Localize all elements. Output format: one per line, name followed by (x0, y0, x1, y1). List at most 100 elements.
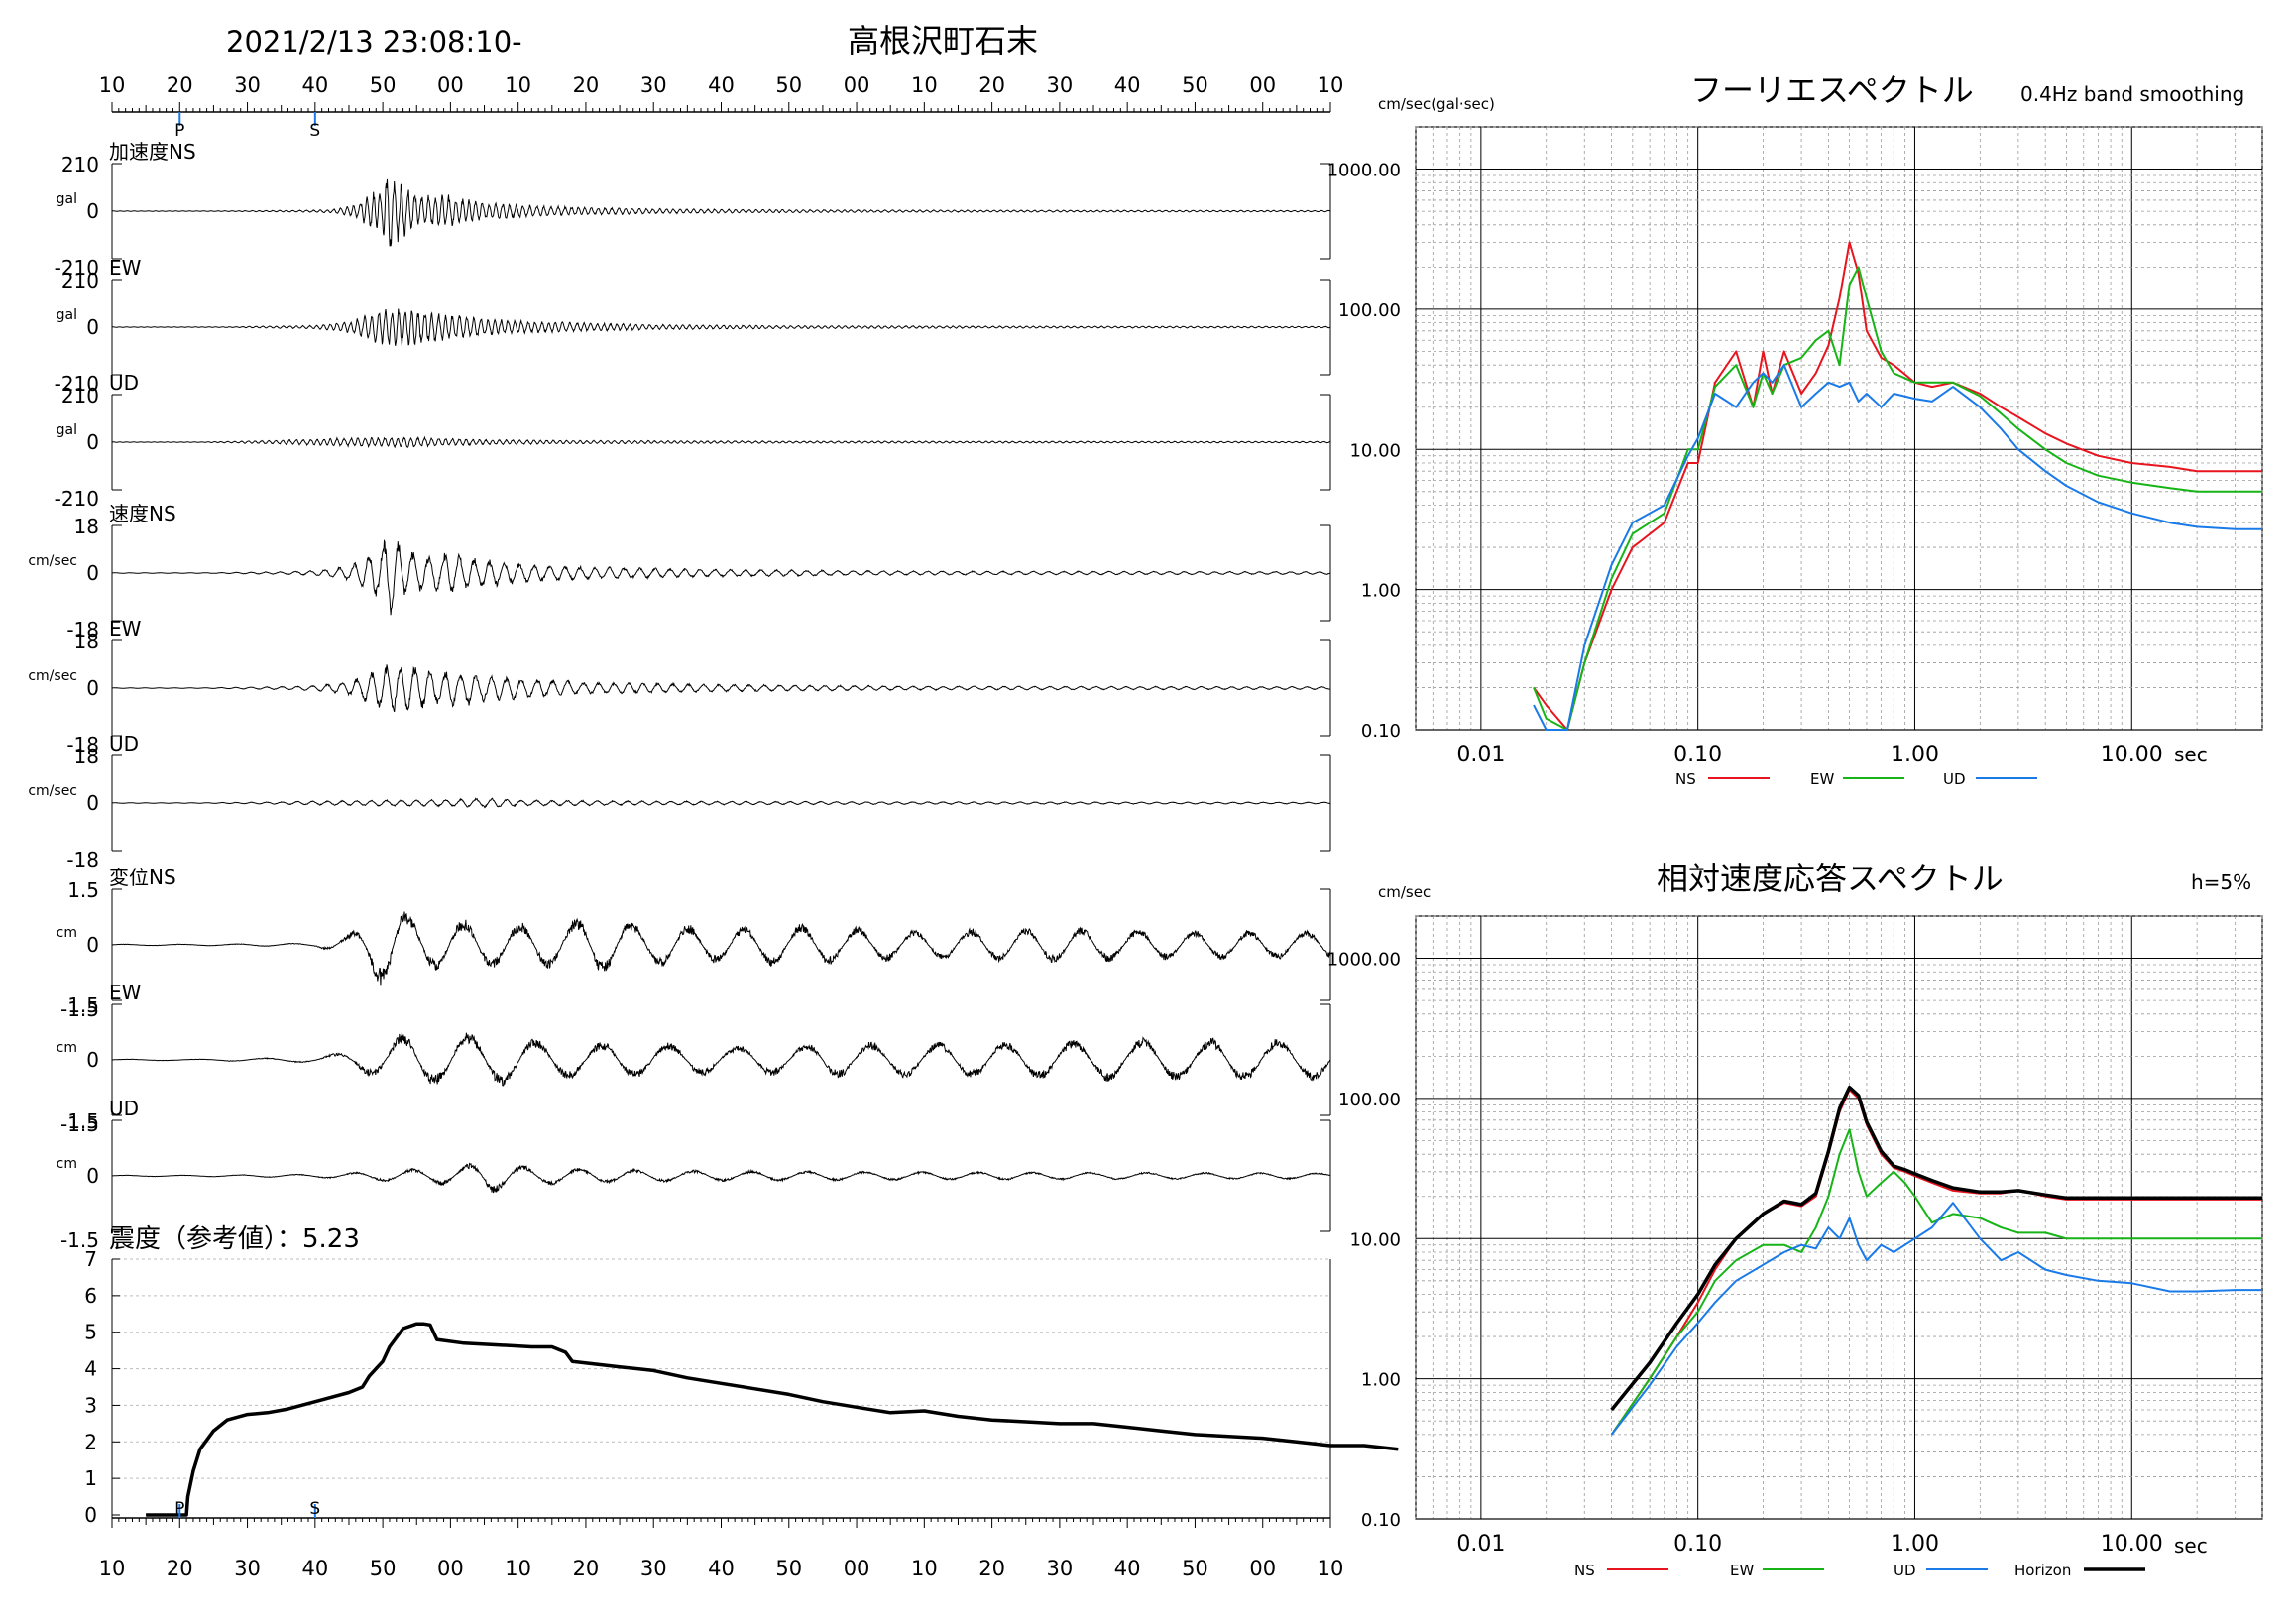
time-tick-label: 00 (844, 73, 870, 97)
waveform-label: 速度NS (109, 502, 176, 525)
time-tick-label: 50 (1182, 73, 1208, 97)
series-line-ud (1533, 364, 2262, 731)
p-marker-label: P (174, 121, 184, 141)
fourier-spectrum-panel: フーリエスペクトル 0.4Hz band smoothing cm/sec(ga… (1327, 71, 2263, 788)
time-tick-label: 30 (234, 73, 261, 97)
waveform-label: 変位NS (109, 866, 176, 889)
waveform-trace (112, 178, 1331, 247)
y-tick-label: 1000.00 (1327, 161, 1401, 181)
waveform-max-label: 210 (61, 153, 99, 176)
time-tick-label: 20 (167, 1557, 193, 1580)
time-tick-label: 50 (775, 1557, 802, 1580)
intensity-tick-label: 2 (84, 1430, 97, 1453)
y-tick-label: 1000.00 (1327, 950, 1401, 971)
intensity-title: 震度（参考値）：5.23 (109, 1224, 360, 1254)
waveform-dis-ns: 変位NS 1.5 0 -1.5 cm (57, 866, 1331, 1021)
spectrum-frame (1415, 126, 2263, 731)
intensity-tick-label: 6 (84, 1284, 97, 1308)
y-tick-label: 100.00 (1338, 1090, 1401, 1110)
legend-label: NS (1675, 770, 1696, 788)
waveform-zero-label: 0 (86, 1048, 99, 1072)
series-line-ns (1533, 241, 2262, 731)
waveform-unit-label: cm (57, 1040, 77, 1056)
waveform-zero-label: 0 (86, 199, 99, 223)
legend-label: Horizon (2014, 1562, 2071, 1579)
intensity-tick-label: 4 (84, 1357, 97, 1381)
waveform-label: 加速度NS (109, 140, 196, 164)
waveform-label: EW (109, 617, 142, 640)
waveform-trace (111, 911, 1331, 986)
waveform-max-label: 18 (74, 745, 99, 768)
waveform-label: UD (109, 371, 139, 395)
y-tick-label: 100.00 (1338, 300, 1401, 321)
time-tick-label: 10 (99, 1557, 126, 1580)
waveform-min-label: -1.5 (60, 1112, 99, 1136)
waveform-vel-ns: 速度NS 18 0 -18 cm/sec (28, 502, 1331, 641)
time-tick-label: 00 (844, 1557, 870, 1580)
time-tick-label: 20 (978, 1557, 1005, 1580)
waveform-min-label: -18 (66, 733, 99, 756)
waveform-zero-label: 0 (86, 791, 99, 815)
waveform-label: UD (109, 1097, 139, 1120)
time-tick-label: 40 (301, 1557, 328, 1580)
time-tick-label: 50 (775, 73, 802, 97)
time-tick-label: 10 (1318, 1557, 1344, 1580)
time-tick-label: 50 (370, 73, 397, 97)
time-tick-label: 30 (640, 1557, 667, 1580)
time-tick-label: 10 (505, 73, 531, 97)
time-tick-label: 50 (370, 1557, 397, 1580)
intensity-panel: 震度（参考値）：5.23 0 1 2 3 4 5 6 7 (84, 1224, 1399, 1527)
x-tick-label: 1.00 (1891, 743, 1939, 767)
waveform-min-label: -18 (66, 618, 99, 641)
waveform-zero-label: 0 (86, 430, 99, 454)
waveform-min-label: -1.5 (60, 1228, 99, 1252)
waveform-zero-label: 0 (86, 933, 99, 957)
bottom-time-axis: 10 20 30 40 50 00 10 20 30 40 50 00 10 20 30 40 50 00 10 P S (99, 1499, 1344, 1580)
waveform-dis-ew: EW 1.5 0 -1.5 cm (57, 981, 1331, 1136)
waveform-zero-label: 0 (86, 1164, 99, 1188)
time-tick-label: 40 (1114, 73, 1141, 97)
time-tick-label: 00 (1249, 73, 1276, 97)
top-time-axis: 10 20 30 40 50 00 10 20 30 40 50 00 10 20 30 40 50 00 10 P S (99, 73, 1344, 141)
time-tick-label: 20 (978, 73, 1005, 97)
legend-label: EW (1810, 770, 1834, 788)
series-line-horizon (1610, 1085, 2262, 1412)
waveform-max-label: 1.5 (67, 878, 99, 902)
time-tick-label: 40 (708, 1557, 735, 1580)
waveform-trace (111, 664, 1331, 713)
time-tick-label: 00 (437, 1557, 464, 1580)
x-tick-label: 0.01 (1456, 743, 1505, 767)
waveform-unit-label: cm/sec (28, 783, 77, 799)
waveform-label: EW (109, 256, 142, 280)
time-tick-label: 10 (99, 73, 126, 97)
station-name: 高根沢町石末 (848, 22, 1038, 59)
waveform-min-label: -1.5 (60, 997, 99, 1021)
time-tick-label: 20 (573, 1557, 600, 1580)
x-tick-label: 0.10 (1673, 1532, 1722, 1557)
y-tick-label: 10.00 (1349, 1229, 1401, 1250)
series-line-ns (1610, 1089, 2262, 1436)
time-tick-label: 40 (301, 73, 328, 97)
s-marker-label: S (309, 121, 320, 141)
waveform-max-label: 210 (61, 269, 99, 292)
response-note: h=5% (2191, 870, 2251, 894)
waveform-max-label: 1.5 (67, 993, 99, 1017)
waveform-max-label: 18 (74, 515, 99, 538)
intensity-tick-label: 7 (84, 1247, 97, 1271)
time-tick-label: 30 (1047, 1557, 1074, 1580)
waveform-trace (112, 1032, 1331, 1087)
waveform-min-label: -210 (55, 256, 99, 280)
time-tick-label: 00 (1249, 1557, 1276, 1580)
y-tick-label: 10.00 (1349, 440, 1401, 461)
waveform-unit-label: cm (57, 1156, 77, 1172)
x-tick-label: 10.00 (2101, 743, 2163, 767)
x-tick-label: 10.00 (2101, 1532, 2163, 1557)
time-tick-label: 20 (573, 73, 600, 97)
waveform-unit-label: gal (57, 191, 77, 207)
waveform-vel-ew: EW 18 0 -18 cm/sec (28, 617, 1331, 756)
time-tick-label: 50 (1182, 1557, 1208, 1580)
waveform-acc-ud: UD 210 0 -210 gal (55, 371, 1331, 511)
waveform-unit-label: cm (57, 925, 77, 941)
waveform-trace (111, 1162, 1331, 1194)
